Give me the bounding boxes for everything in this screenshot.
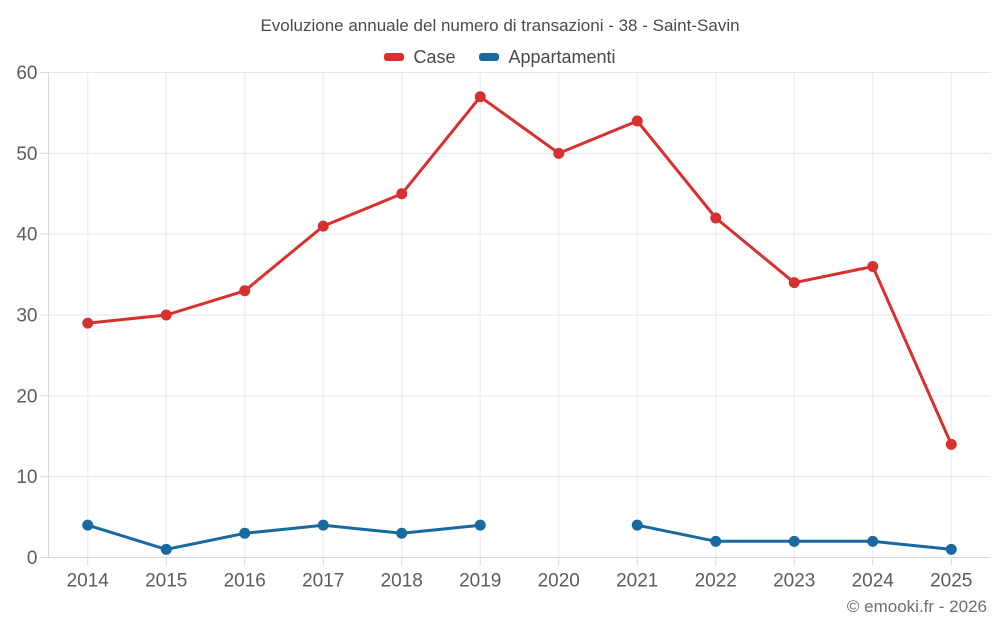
svg-text:2021: 2021 <box>616 571 658 592</box>
svg-text:0: 0 <box>27 548 38 569</box>
copyright-text: © emooki.fr - 2026 <box>846 597 987 616</box>
svg-text:60: 60 <box>16 63 37 84</box>
svg-text:2022: 2022 <box>695 571 737 592</box>
svg-text:2015: 2015 <box>145 571 187 592</box>
legend-label-appartamenti: Appartamenti <box>508 47 616 67</box>
svg-text:20: 20 <box>16 386 37 407</box>
svg-text:2019: 2019 <box>459 571 501 592</box>
svg-text:2023: 2023 <box>773 571 815 592</box>
svg-text:2020: 2020 <box>538 571 580 592</box>
chart-title: Evoluzione annuale del numero di transaz… <box>260 16 740 35</box>
legend-swatch-appartamenti-icon <box>479 53 500 61</box>
legend-item-case[interactable]: Case <box>384 47 455 67</box>
svg-text:10: 10 <box>16 467 37 488</box>
svg-text:2017: 2017 <box>302 571 344 592</box>
svg-text:50: 50 <box>16 144 37 165</box>
svg-text:2014: 2014 <box>67 571 110 592</box>
svg-text:2016: 2016 <box>224 571 266 592</box>
legend-item-appartamenti[interactable]: Appartamenti <box>479 47 616 67</box>
svg-text:30: 30 <box>16 306 37 327</box>
legend-label-case: Case <box>413 47 456 67</box>
chart-legend: Case Appartamenti <box>0 47 1000 67</box>
svg-text:2018: 2018 <box>381 571 423 592</box>
legend-swatch-case-icon <box>384 53 405 61</box>
svg-text:40: 40 <box>16 225 37 246</box>
svg-text:2024: 2024 <box>852 571 895 592</box>
svg-text:2025: 2025 <box>930 571 972 592</box>
